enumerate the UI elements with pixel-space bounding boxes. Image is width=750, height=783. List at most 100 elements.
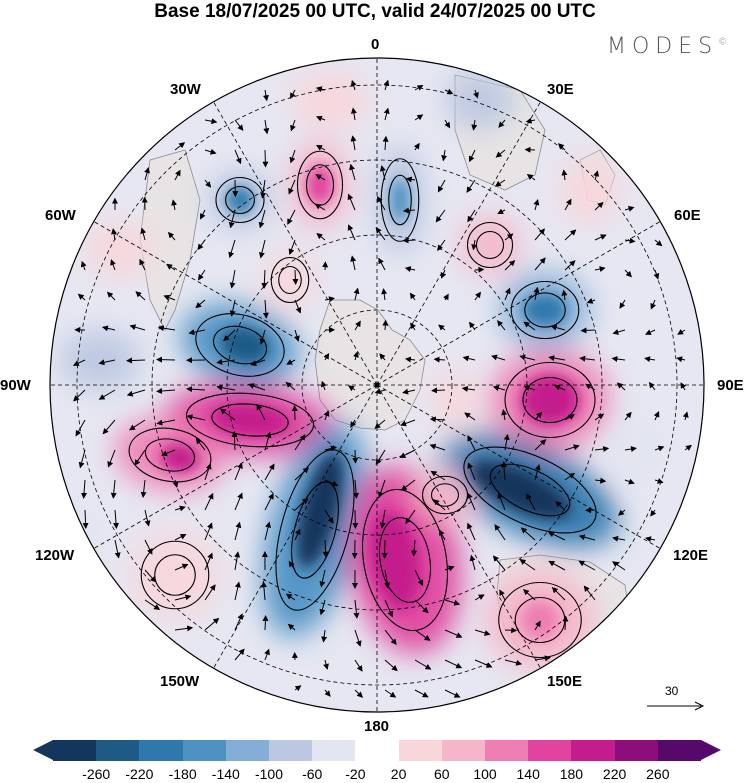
- colorbar-max-extension: [701, 740, 721, 760]
- wind-vector: [645, 329, 656, 335]
- wind-vector: [645, 536, 656, 543]
- wind-vector: [250, 359, 266, 366]
- colorbar-segment: [96, 740, 140, 761]
- wind-vector: [624, 478, 635, 485]
- lon-label-30w: 30W: [170, 81, 201, 98]
- lon-label-120w: 120W: [35, 547, 75, 564]
- wind-vector: [377, 195, 386, 211]
- wind-vector: [354, 689, 364, 698]
- map-border: [49, 57, 705, 713]
- wind-vector: [654, 478, 664, 484]
- wind-vector: [444, 565, 455, 572]
- contour-line: [524, 292, 566, 328]
- lon-label-90w: 90W: [0, 377, 31, 394]
- wind-vector: [554, 384, 566, 391]
- wind-vector: [288, 239, 296, 255]
- wind-vector: [77, 293, 86, 301]
- wind-vector: [353, 351, 359, 361]
- wind-vector: [440, 269, 447, 279]
- wind-vector: [435, 209, 446, 223]
- wind-vector: [216, 384, 236, 391]
- wind-vector: [624, 411, 632, 421]
- wind-vector: [316, 144, 326, 151]
- wind-vector: [375, 449, 386, 466]
- wind-vector: [624, 206, 635, 212]
- wind-vector: [264, 463, 275, 481]
- wind-vector: [234, 119, 244, 131]
- wind-vector: [264, 648, 270, 661]
- wind-vector: [384, 569, 391, 589]
- colorbar-segment: [528, 740, 572, 761]
- anomaly-core: [520, 600, 560, 640]
- wind-vector: [314, 203, 326, 211]
- wind-vector: [377, 479, 386, 498]
- wind-vector: [248, 383, 266, 391]
- colorbar-tick-label: 260: [646, 766, 670, 782]
- wind-vector: [612, 561, 626, 571]
- wind-vector: [353, 287, 360, 301]
- wind-vector: [564, 444, 580, 451]
- wind-vector: [498, 119, 506, 128]
- wind-vector: [497, 320, 506, 331]
- wind-vector: [256, 403, 266, 421]
- contour-line: [378, 517, 432, 603]
- wind-vector: [437, 179, 446, 193]
- anomaly-core: [220, 326, 270, 364]
- wind-vector: [594, 446, 610, 452]
- wind-vector: [467, 462, 476, 481]
- wind-vector: [129, 324, 146, 331]
- wind-vector: [223, 329, 236, 342]
- anomaly-core: [469, 460, 571, 520]
- latitude-circle: [301, 309, 453, 461]
- colorbar-segment: [182, 740, 226, 761]
- wind-vector: [261, 269, 268, 289]
- wind-vector: [474, 629, 491, 636]
- wind-vector: [78, 449, 86, 469]
- meridian-line: [376, 384, 541, 669]
- wind-vector: [474, 291, 481, 301]
- wind-vector: [494, 524, 506, 541]
- wind-vector: [324, 445, 337, 452]
- wind-vector: [534, 464, 541, 481]
- colorbar-segment: [657, 740, 702, 761]
- wind-vector: [323, 410, 330, 421]
- wind-vector: [650, 299, 656, 310]
- wind-vector: [259, 329, 266, 345]
- wind-vector: [414, 659, 432, 670]
- wind-vector: [594, 413, 605, 421]
- wind-vector: [564, 229, 577, 241]
- wind-vector: [444, 659, 463, 669]
- wind-vector: [101, 325, 116, 332]
- wind-vector: [438, 529, 446, 541]
- colorbar-tick-label: -60: [302, 766, 323, 782]
- wind-vector: [402, 207, 416, 214]
- anomaly-core: [390, 178, 410, 222]
- wind-vector: [347, 224, 356, 241]
- colorbar-tick-label: -140: [211, 766, 240, 782]
- wind-vector: [188, 329, 206, 336]
- wind-vector: [430, 470, 446, 481]
- wind-vector: [648, 381, 656, 391]
- wind-vector: [534, 655, 551, 662]
- wind-vector: [547, 531, 566, 541]
- wind-vector: [234, 492, 243, 511]
- contour-line: [430, 483, 460, 507]
- wind-vector: [467, 435, 476, 451]
- wind-vector: [263, 119, 270, 135]
- wind-vector: [474, 266, 485, 273]
- wind-vector: [75, 419, 86, 437]
- anomaly-region: [610, 410, 670, 490]
- wind-vector: [204, 148, 217, 155]
- colorbar-segment: [269, 740, 313, 761]
- anomaly-region: [60, 330, 140, 390]
- colorbar-tick-label: 100: [473, 766, 497, 782]
- wind-vector: [321, 629, 328, 643]
- wind-vector: [462, 355, 476, 362]
- lon-label-150w: 150W: [160, 673, 200, 690]
- wind-vector: [289, 89, 296, 99]
- colorbar-tick-label: 60: [434, 766, 450, 782]
- wind-vector: [98, 359, 116, 366]
- colorbar-segment: [225, 740, 270, 761]
- wind-vector: [578, 534, 596, 541]
- wind-vector: [216, 358, 236, 365]
